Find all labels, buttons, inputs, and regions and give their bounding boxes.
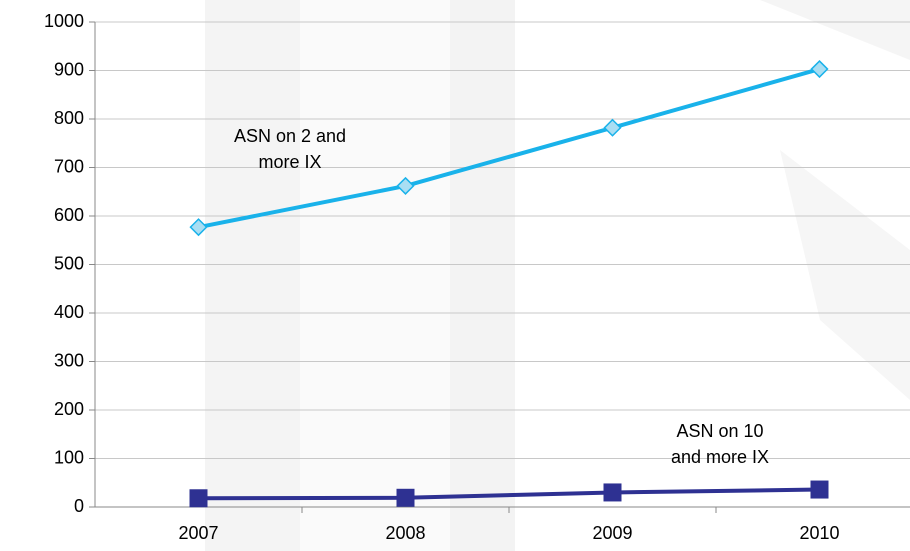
series-label: ASN on 10 and more IX <box>670 421 770 467</box>
y-tick-label: 600 <box>54 205 84 225</box>
series-line <box>198 67 821 230</box>
point-marker <box>189 489 208 508</box>
series-label: ASN on 2 and more IX <box>233 126 347 172</box>
y-tick-label: 500 <box>54 253 84 273</box>
x-tick-label: 2008 <box>385 523 425 543</box>
point-marker <box>396 176 415 195</box>
y-tick-label: 300 <box>54 350 84 370</box>
point-marker <box>810 480 829 499</box>
point-marker <box>189 218 208 237</box>
y-tick-label: 900 <box>54 59 84 79</box>
x-tick-label: 2010 <box>799 523 839 543</box>
y-tick-label: 100 <box>54 447 84 467</box>
x-tick-label: 2009 <box>592 523 632 543</box>
y-tick-label: 400 <box>54 302 84 322</box>
y-tick-label: 800 <box>54 108 84 128</box>
y-tick-label: 200 <box>54 399 84 419</box>
point-marker <box>603 118 622 137</box>
x-tick-label: 2007 <box>178 523 218 543</box>
series-line <box>198 487 820 501</box>
point-marker <box>603 483 622 502</box>
y-tick-label: 1000 <box>44 11 84 31</box>
y-tick-label: 0 <box>74 496 84 516</box>
y-tick-label: 700 <box>54 156 84 176</box>
point-marker <box>810 59 829 79</box>
point-marker <box>396 488 415 507</box>
background-decoration <box>205 0 910 551</box>
